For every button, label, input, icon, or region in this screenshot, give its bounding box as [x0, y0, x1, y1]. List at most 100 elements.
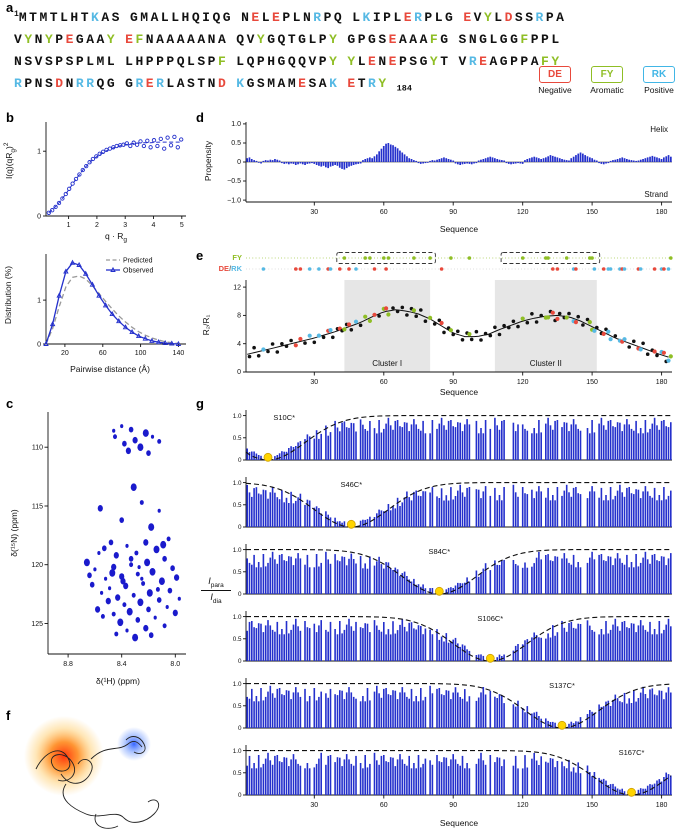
r2r1-chart: Cluster I Cluster II 0 4 8 12 30 60 90 120 150 180 — [233, 252, 673, 386]
legend-label-aromatic: Aromatic — [590, 85, 624, 95]
svg-text:30: 30 — [310, 379, 318, 386]
sequence-group: LQPHGQQVPY — [236, 54, 340, 70]
svg-text:Cluster I: Cluster I — [372, 359, 402, 368]
sequence-group: MTMTLHTKAS — [18, 10, 122, 26]
svg-text:1: 1 — [37, 298, 41, 305]
svg-text:S46C*: S46C* — [340, 480, 362, 489]
sequence-group: KGSMAMESAK — [236, 76, 340, 92]
svg-text:0.5: 0.5 — [231, 140, 241, 147]
legend-item-aromatic: FY Aromatic — [584, 66, 630, 95]
svg-text:90: 90 — [449, 209, 457, 216]
r2r1-content: Cluster I Cluster II 0 4 8 12 30 60 90 120 150 180 — [233, 252, 673, 386]
svg-text:125: 125 — [31, 621, 43, 628]
panel-g-label: g — [196, 396, 204, 411]
svg-text:60: 60 — [380, 379, 388, 386]
sequence-group: ETRY — [347, 76, 389, 92]
legend-box-de: DE — [539, 66, 571, 83]
sequence-end-number: 184 — [396, 83, 412, 94]
svg-text:90: 90 — [449, 802, 457, 809]
svg-text:60: 60 — [99, 350, 107, 357]
condensed-cluster-glow — [24, 716, 104, 796]
propensity-chart: 1.0 0.5 0 −0.5 −1.0 30 60 90 120 150 180 Helix Stran… — [227, 121, 672, 216]
panel-f-label: f — [6, 708, 11, 723]
small-cluster-glow — [117, 727, 151, 761]
svg-text:0: 0 — [238, 792, 242, 799]
legend-item-negative: DE Negative — [532, 66, 578, 95]
svg-text:3: 3 — [123, 222, 127, 229]
svg-text:−1.0: −1.0 — [227, 197, 241, 204]
svg-text:Predicted: Predicted — [123, 258, 153, 265]
svg-text:8.4: 8.4 — [117, 661, 127, 668]
svg-text:0.5: 0.5 — [233, 502, 242, 509]
svg-text:0: 0 — [238, 457, 242, 464]
pre-ylabel-numerator: Ipara — [201, 576, 231, 591]
panel-d-label: d — [196, 110, 204, 125]
sequence-group: NSVSPSPLML — [14, 54, 118, 70]
svg-text:180: 180 — [656, 209, 668, 216]
svg-text:Helix: Helix — [650, 125, 668, 134]
svg-text:8.8: 8.8 — [63, 661, 73, 668]
kratky-plot: 1 2 3 4 5 0 1 — [37, 122, 186, 229]
pre-ylabel-fraction: Ipara Idia — [201, 576, 231, 605]
svg-text:S137C*: S137C* — [549, 681, 575, 690]
sequence-group: GPGSEAAAFG — [347, 32, 451, 48]
svg-text:4: 4 — [152, 222, 156, 229]
svg-text:Cluster II: Cluster II — [530, 359, 562, 368]
legend-item-positive: RK Positive — [636, 66, 682, 95]
sequence-row: NSVSPSPLML LHPPPQLSPF LQPHGQQVPY YLENEPSGYT… — [14, 51, 574, 73]
legend-label-negative: Negative — [538, 85, 572, 95]
svg-text:0: 0 — [237, 369, 241, 376]
svg-text:8: 8 — [237, 313, 241, 320]
pre-profiles: 1.0 0.5 0 S10C* 1.0 0.5 0 S46C* 1.0 0.5 0 S84C* 1.0 0… — [233, 410, 672, 809]
legend-box-rk: RK — [643, 66, 675, 83]
panel-e-label: e — [196, 248, 204, 263]
svg-text:120: 120 — [517, 209, 529, 216]
svg-text:0.5: 0.5 — [233, 569, 242, 576]
svg-text:1.0: 1.0 — [233, 547, 242, 554]
svg-text:0: 0 — [238, 591, 242, 598]
idp-ensemble-cartoon — [24, 716, 160, 829]
svg-text:1.0: 1.0 — [233, 480, 242, 487]
svg-text:100: 100 — [135, 350, 147, 357]
svg-text:0: 0 — [237, 159, 241, 166]
sequence-group: EFNAAAAANA — [125, 32, 229, 48]
svg-text:60: 60 — [380, 209, 388, 216]
legend-box-fy: FY — [591, 66, 623, 83]
svg-text:0.5: 0.5 — [233, 770, 242, 777]
sequence-group: GRERLASTND — [125, 76, 229, 92]
propensity-content: 1.0 0.5 0 −0.5 −1.0 30 60 90 120 150 180 Helix Stran… — [227, 121, 672, 216]
svg-text:Observed: Observed — [123, 268, 153, 275]
pre-content: 1.0 0.5 0 S10C* 1.0 0.5 0 S46C* 1.0 0.5 0 S84C* 1.0 0… — [233, 410, 672, 809]
svg-text:0: 0 — [238, 725, 242, 732]
sequence-group: YLENEPSGYT — [347, 54, 451, 70]
svg-text:5: 5 — [180, 222, 184, 229]
svg-text:0.5: 0.5 — [233, 636, 242, 643]
svg-text:120: 120 — [517, 379, 529, 386]
svg-text:180: 180 — [656, 379, 668, 386]
hsqc-content: 8.8 8.4 8.0 110 115 120 125 — [31, 412, 186, 668]
sequence-row: VYNYPEGAAY EFNAAAAANA QVYGQTGLPY GPGSEAAAFG… — [14, 29, 574, 51]
legend-label-positive: Positive — [644, 85, 674, 95]
svg-text:1: 1 — [37, 149, 41, 156]
svg-text:0.5: 0.5 — [233, 703, 242, 710]
svg-text:0: 0 — [37, 342, 41, 349]
svg-text:150: 150 — [586, 802, 598, 809]
sequence-group: EVYLDSSRPA — [463, 10, 567, 26]
svg-text:8.0: 8.0 — [170, 661, 180, 668]
sequence-group: SNGLGGFPPL — [458, 32, 562, 48]
svg-text:0: 0 — [238, 524, 242, 531]
svg-text:30: 30 — [310, 802, 318, 809]
sequence-group: LHPPPQLSPF — [125, 54, 229, 70]
sequence-group: NELEPLNRPQ — [241, 10, 345, 26]
svg-text:1.0: 1.0 — [231, 121, 241, 128]
sequence-group: VYNYPEGAAY — [14, 32, 118, 48]
svg-text:140: 140 — [173, 350, 185, 357]
svg-text:150: 150 — [586, 379, 598, 386]
sequence-group: VREAGPPAFY — [458, 54, 562, 70]
kratky-content: 1 2 3 4 5 0 1 — [37, 122, 186, 229]
panel-b-label: b — [6, 110, 14, 125]
sequence-group: GMALLHQIQG — [129, 10, 234, 26]
sequence-group: QVYGQTGLPY — [236, 32, 340, 48]
svg-text:−0.5: −0.5 — [227, 178, 241, 185]
svg-text:110: 110 — [32, 445, 43, 452]
